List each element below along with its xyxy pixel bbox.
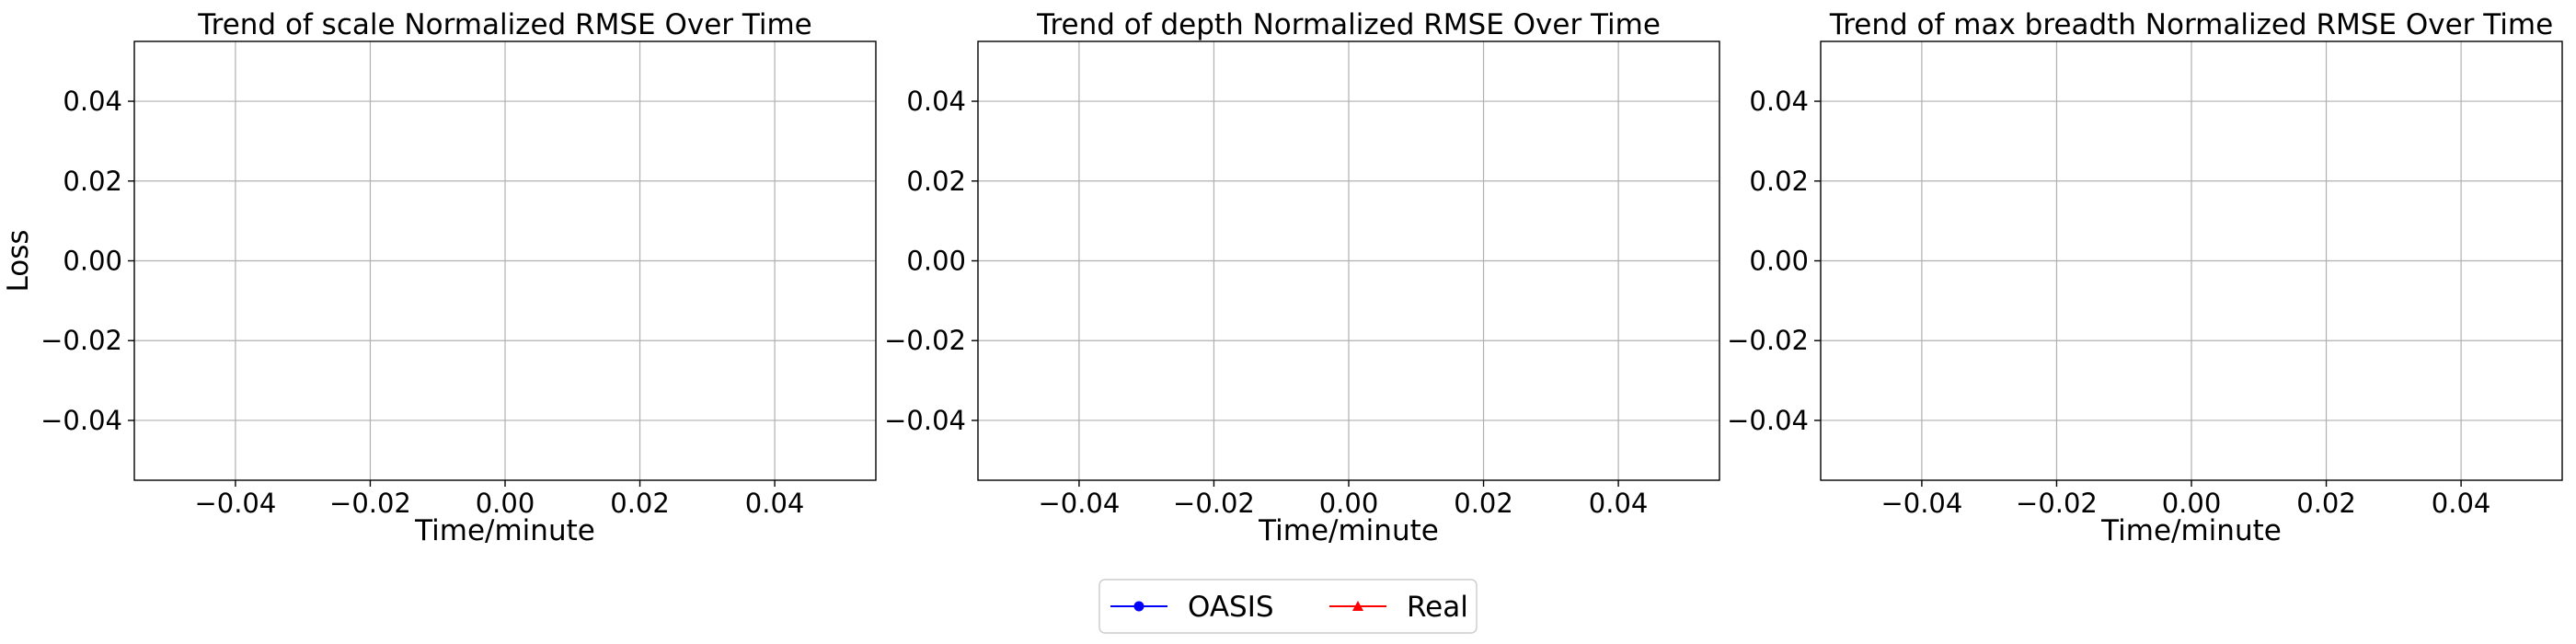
y-tick-label: −0.04: [884, 405, 966, 436]
legend-frame: [1098, 579, 1478, 634]
x-tick-label: −0.02: [329, 488, 411, 519]
chart-title: Trend of max breadth Normalized RMSE Ove…: [1829, 8, 2553, 41]
y-tick-label: −0.02: [40, 325, 122, 356]
axes-frame: [133, 40, 877, 481]
y-tick-label: 0.04: [1749, 86, 1809, 117]
subplot-1: −0.04 −0.02 0.00 0.02 0.04 0.04 0.02 0.00 −0.02 −…: [2, 8, 877, 547]
legend-label: Real: [1407, 591, 1468, 624]
legend-label: OASIS: [1188, 591, 1274, 624]
x-tick-label: −0.02: [2016, 488, 2098, 519]
y-tick-label: −0.02: [884, 325, 966, 356]
x-tick-label: 0.04: [1589, 488, 1649, 519]
y-tick-label: 0.02: [906, 166, 966, 197]
y-tick-label: −0.04: [40, 405, 122, 436]
legend: OASIS Real: [1098, 579, 1478, 634]
x-axis-label: Time/minute: [414, 514, 595, 547]
x-tick-label: 0.02: [2296, 488, 2356, 519]
y-axis-label: Loss: [2, 230, 35, 293]
x-tick-label: −0.04: [194, 488, 276, 519]
subplot-2: −0.04 −0.02 0.00 0.02 0.04 0.04 0.02 0.00 −0.02 −…: [884, 8, 1720, 547]
x-tick-label: 0.02: [1454, 488, 1513, 519]
legend-circle-marker: [1133, 601, 1144, 612]
x-tick-label: 0.04: [745, 488, 805, 519]
axes-frame: [1820, 40, 2563, 481]
y-tick-label: 0.00: [63, 246, 122, 277]
x-axis-label: Time/minute: [2100, 514, 2282, 547]
x-tick-label: −0.04: [1038, 488, 1120, 519]
y-tick-label: 0.02: [1749, 166, 1809, 197]
x-tick-label: 0.00: [1319, 488, 1379, 519]
y-tick-label: 0.00: [906, 246, 966, 277]
subplot-3: −0.04 −0.02 0.00 0.02 0.04 0.04 0.02 0.00 −0.02 −…: [1727, 8, 2563, 547]
x-tick-label: 0.02: [610, 488, 670, 519]
axes-frame: [977, 40, 1720, 481]
y-tick-label: −0.04: [1727, 405, 1809, 436]
y-tick-label: 0.00: [1749, 246, 1809, 277]
x-axis-label: Time/minute: [1258, 514, 1439, 547]
chart-title: Trend of scale Normalized RMSE Over Time: [197, 8, 812, 41]
x-tick-label: 0.04: [2432, 488, 2491, 519]
x-tick-label: −0.04: [1880, 488, 1962, 519]
x-tick-label: 0.00: [2162, 488, 2222, 519]
x-tick-label: 0.00: [476, 488, 535, 519]
y-tick-label: 0.04: [906, 86, 966, 117]
legend-triangle-marker: [1352, 601, 1363, 611]
y-tick-label: −0.02: [1727, 325, 1809, 356]
x-tick-label: −0.02: [1173, 488, 1255, 519]
chart-title: Trend of depth Normalized RMSE Over Time: [1036, 8, 1661, 41]
y-tick-label: 0.02: [63, 166, 122, 197]
y-tick-label: 0.04: [63, 86, 122, 117]
